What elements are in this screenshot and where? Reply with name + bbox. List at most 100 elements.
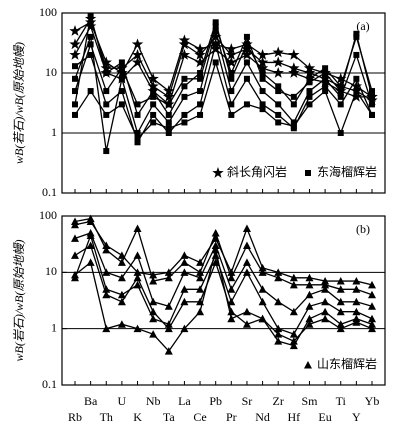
data-point	[275, 101, 282, 108]
data-point	[368, 320, 376, 328]
data-point	[274, 324, 283, 333]
data-point	[150, 93, 157, 100]
data-point	[259, 88, 266, 95]
x-tick-label: Pr	[226, 410, 237, 424]
data-point	[289, 330, 298, 338]
data-point	[336, 307, 345, 316]
data-point	[258, 314, 267, 323]
data-point	[117, 258, 126, 266]
data-point	[180, 297, 189, 306]
x-tick-label: Ce	[193, 410, 206, 424]
data-point	[86, 214, 95, 223]
data-point	[196, 307, 205, 316]
data-point	[87, 12, 94, 19]
data-point	[150, 111, 157, 118]
data-point	[180, 251, 189, 259]
x-tick-label: Sr	[242, 394, 253, 408]
data-point	[118, 75, 125, 82]
data-point	[149, 277, 158, 285]
x-tick-label: U	[118, 394, 127, 408]
data-point	[306, 88, 313, 95]
data-point	[103, 70, 110, 76]
data-point	[84, 20, 97, 32]
data-point	[289, 280, 298, 289]
data-point	[243, 41, 250, 48]
data-point	[103, 88, 110, 95]
data-point	[256, 62, 269, 74]
data-point	[103, 101, 110, 108]
data-point	[274, 337, 283, 345]
data-point	[368, 324, 376, 333]
data-point	[131, 38, 144, 50]
y-tick-label: 100	[39, 5, 57, 19]
data-point	[289, 337, 298, 345]
data-point	[147, 72, 159, 84]
data-point	[259, 101, 266, 108]
data-point	[259, 75, 266, 82]
data-point	[241, 43, 253, 54]
data-point	[242, 307, 251, 316]
data-point	[72, 111, 78, 118]
data-point	[164, 302, 173, 310]
data-point	[181, 75, 188, 82]
data-point	[275, 111, 282, 118]
data-point	[243, 59, 250, 66]
data-point	[102, 268, 111, 276]
y-tick-label: 0.1	[42, 377, 57, 391]
data-point	[337, 88, 344, 95]
data-point	[337, 93, 344, 100]
data-point	[335, 72, 347, 84]
data-point	[228, 111, 235, 118]
x-tick-label: Rb	[68, 410, 82, 424]
series-line	[74, 220, 373, 286]
data-point	[321, 280, 330, 289]
data-point	[258, 285, 267, 293]
data-point	[103, 111, 110, 118]
data-point	[322, 70, 329, 76]
x-tick-label: Ba	[84, 394, 98, 408]
data-point	[227, 307, 236, 316]
data-point	[228, 70, 235, 76]
data-point	[288, 48, 300, 60]
x-tick-label: Pb	[209, 394, 222, 408]
data-point	[228, 101, 235, 108]
data-point	[337, 130, 344, 136]
data-point	[164, 268, 173, 276]
data-point	[225, 48, 238, 60]
data-point	[353, 30, 360, 37]
data-point	[368, 302, 376, 310]
data-point	[150, 101, 157, 108]
data-point	[197, 75, 204, 82]
data-point	[275, 88, 282, 95]
data-point	[180, 258, 189, 266]
data-point	[242, 241, 251, 249]
data-point	[72, 75, 78, 82]
data-point	[259, 106, 266, 113]
data-point	[321, 297, 330, 306]
data-point	[197, 111, 204, 118]
legend-label: 山东榴辉岩	[317, 356, 377, 371]
data-point	[87, 33, 94, 40]
data-point	[71, 270, 79, 279]
data-point	[272, 67, 284, 78]
data-point	[102, 245, 111, 254]
data-point	[368, 290, 376, 299]
data-point	[336, 324, 345, 333]
data-point	[274, 273, 283, 282]
data-point	[196, 258, 205, 266]
data-point	[306, 79, 313, 86]
data-point	[211, 228, 220, 237]
data-point	[305, 314, 314, 323]
data-point	[149, 314, 158, 323]
data-point	[336, 285, 345, 293]
x-tick-label: Y	[352, 410, 361, 424]
data-point	[256, 48, 269, 60]
x-tick-label: Sm	[301, 394, 318, 408]
data-point	[102, 324, 111, 333]
data-point	[289, 273, 298, 282]
data-point	[180, 268, 189, 276]
data-point	[150, 119, 157, 126]
data-point	[242, 258, 251, 266]
data-point	[102, 285, 111, 293]
data-point	[306, 93, 313, 100]
